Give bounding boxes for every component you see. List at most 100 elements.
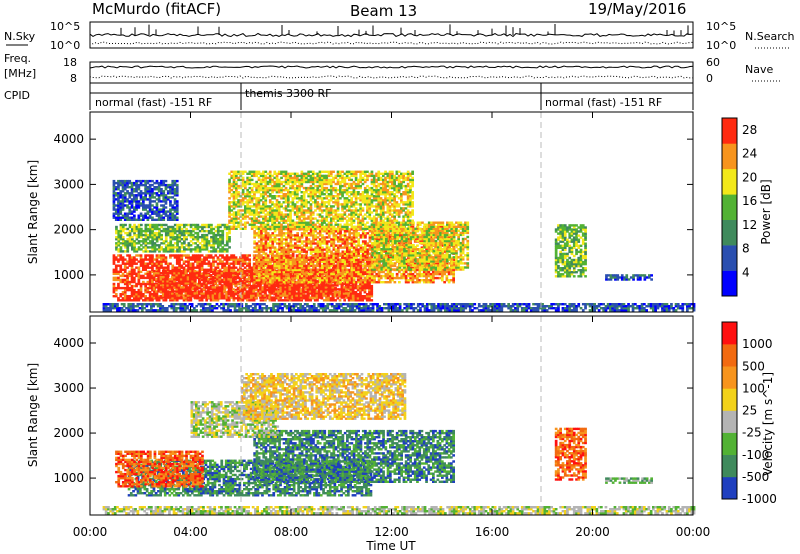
power-data-cell	[250, 266, 254, 269]
power-data-cell	[364, 276, 367, 280]
power-data-cell	[286, 299, 290, 302]
power-data-cell	[411, 272, 415, 276]
power-data-cell	[212, 262, 215, 265]
nave-label: Nave	[745, 63, 773, 76]
power-data-cell	[343, 276, 346, 280]
power-data-cell	[146, 262, 150, 265]
power-data-cell	[345, 256, 349, 259]
power-data-cell	[200, 260, 204, 263]
power-data-cell	[287, 260, 290, 263]
power-data-cell	[274, 292, 278, 295]
power-data-cell	[363, 288, 367, 292]
power-data-cell	[394, 245, 397, 249]
power-data-cell	[289, 232, 293, 235]
power-data-cell	[263, 288, 267, 291]
power-data-cell	[411, 250, 415, 253]
power-data-cell	[389, 258, 393, 261]
power-data-cell	[200, 295, 204, 298]
power-data-cell	[194, 258, 197, 261]
power-data-cell	[333, 294, 337, 297]
power-data-cell	[343, 280, 346, 284]
power-data-cell	[194, 260, 197, 263]
power-data-cell	[393, 276, 397, 280]
freq-label: Freq.	[4, 52, 31, 65]
power-data-cell	[298, 246, 302, 249]
power-data-cell	[144, 276, 147, 280]
power-data-cell	[305, 281, 308, 284]
power-data-cell	[137, 291, 141, 294]
power-data-cell	[404, 281, 408, 284]
power-data-cell	[196, 282, 199, 286]
power-data-cell	[142, 264, 145, 267]
power-data-cell	[438, 270, 442, 274]
power-data-cell	[364, 281, 367, 284]
power-data-cell	[186, 296, 190, 299]
power-data-cell	[280, 242, 284, 245]
power-data-cell	[282, 238, 286, 241]
power-data-cell	[361, 282, 364, 286]
power-data-cell	[173, 299, 177, 302]
power-data-cell	[121, 268, 125, 271]
power-data-cell	[337, 264, 340, 268]
power-data-cell	[352, 262, 356, 266]
power-data-cell	[126, 282, 129, 286]
power-data-cell	[128, 282, 132, 286]
power-data-cell	[196, 254, 199, 257]
power-data-cell	[355, 281, 358, 284]
power-data-cell	[365, 299, 369, 302]
power-data-cell	[248, 268, 251, 271]
power-data-cell	[314, 230, 318, 233]
power-data-cell	[370, 228, 374, 231]
power-data-cell	[253, 236, 256, 239]
power-data-cell	[272, 286, 276, 289]
power-data-cell	[368, 270, 372, 274]
power-data-cell	[204, 286, 208, 289]
power-data-cell	[318, 242, 322, 245]
power-data-cell	[312, 276, 315, 280]
power-data-cell	[271, 234, 275, 237]
power-data-cell	[232, 276, 236, 280]
power-data-cell	[114, 268, 118, 271]
power-data-cell	[359, 266, 363, 270]
power-data-cell	[400, 260, 404, 263]
power-data-cell	[266, 264, 270, 267]
power-data-cell	[340, 296, 344, 299]
power-data-cell	[409, 235, 413, 239]
power-data-cell	[366, 244, 370, 247]
power-data-cell	[159, 288, 163, 291]
power-data-cell	[317, 290, 321, 293]
power-data-cell	[148, 282, 152, 286]
power-data-cell	[270, 264, 274, 267]
power-data-cell	[164, 284, 167, 287]
power-data-cell	[342, 296, 346, 299]
power-data-cell	[160, 260, 163, 263]
power-data-cell	[253, 276, 256, 280]
power-data-cell	[341, 228, 345, 231]
freq-left-tick-bottom: 8	[70, 72, 77, 85]
power-data-cell	[269, 264, 272, 268]
power-data-cell	[221, 254, 224, 257]
power-data-cell	[287, 272, 290, 276]
power-data-cell	[271, 246, 275, 249]
power-data-cell	[318, 238, 322, 241]
power-data-cell	[375, 230, 379, 233]
power-data-cell	[309, 268, 313, 272]
power-data-cell	[266, 254, 270, 257]
power-data-cell	[218, 258, 222, 261]
power-data-cell	[202, 294, 206, 297]
power-data-cell	[164, 282, 167, 285]
power-data-cell	[318, 258, 322, 261]
power-data-cell	[387, 231, 390, 235]
power-data-cell	[309, 258, 312, 261]
power-data-cell	[185, 256, 188, 259]
power-data-cell	[306, 290, 310, 293]
power-data-cell	[278, 276, 281, 280]
power-data-cell	[218, 293, 222, 296]
power-data-cell	[255, 272, 259, 276]
power-data-cell	[112, 286, 116, 290]
power-data-cell	[389, 233, 393, 237]
power-data-cell	[345, 286, 349, 290]
power-data-cell	[425, 274, 428, 278]
power-data-cell	[303, 240, 306, 243]
power-data-cell	[371, 241, 375, 245]
